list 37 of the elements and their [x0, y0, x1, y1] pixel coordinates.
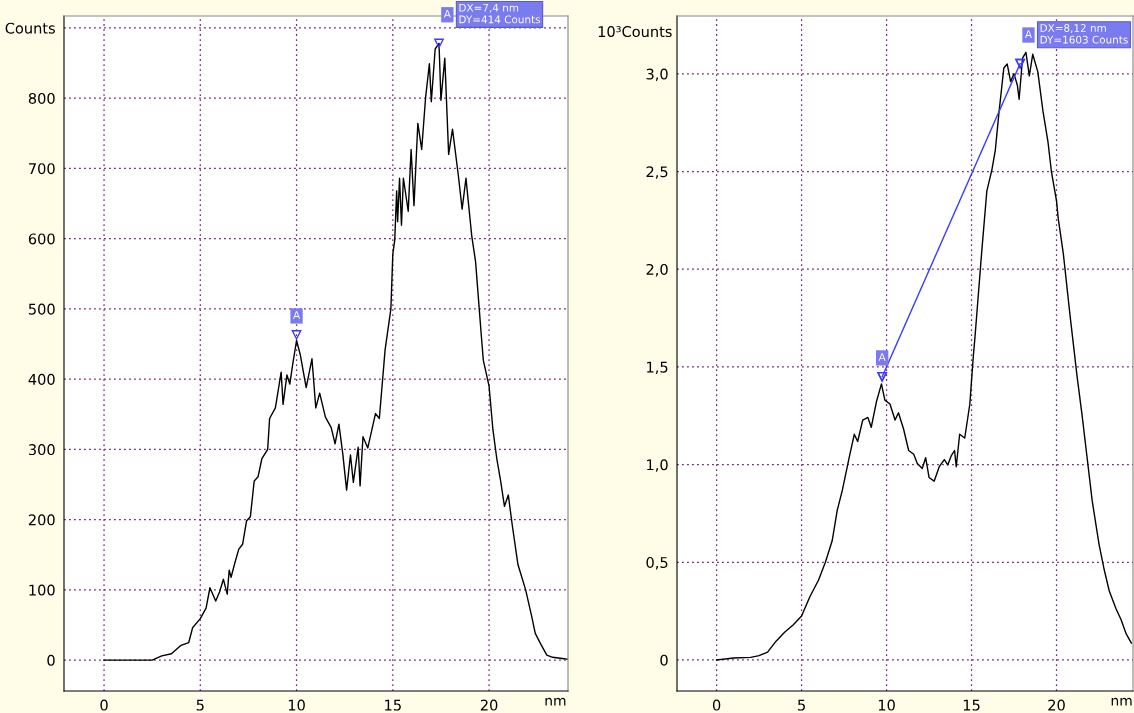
- y-tick-label: 0: [47, 654, 55, 666]
- y-tick-label: 3,0: [646, 68, 668, 82]
- y-tick-label: 1,5: [647, 361, 668, 375]
- x-tick-label: 5: [798, 699, 805, 711]
- annotation: A: [878, 353, 886, 361]
- line-series: [715, 51, 1132, 661]
- annotation: DX=8,12 nm DY=1603 Counts: [1040, 24, 1128, 44]
- x-tick-label: 15: [385, 699, 401, 711]
- y-tick-label: 700: [29, 163, 55, 175]
- x-tick-label: 0: [712, 699, 721, 711]
- y-axis-title: 10³Counts: [598, 26, 672, 38]
- x-tick-label: 10: [288, 699, 305, 711]
- y-tick-label: 200: [28, 514, 55, 526]
- y-tick-label: 400: [28, 373, 55, 385]
- x-axis-title: nm: [545, 697, 566, 706]
- y-tick-label: 800: [28, 92, 55, 104]
- x-tick-label: 20: [480, 699, 498, 711]
- y-tick-label: 100: [29, 584, 55, 596]
- x-tick-label: 20: [1048, 699, 1065, 711]
- x-tick-label: 10: [878, 699, 895, 711]
- y-tick-label: 1,0: [647, 459, 668, 472]
- y-tick-label: 500: [28, 303, 55, 315]
- y-tick-label: 300: [28, 444, 55, 456]
- annotation: DX=7,4 nm DY=414 Counts: [459, 3, 541, 24]
- x-tick-label: 5: [196, 699, 204, 711]
- x-axis-title: nm: [1111, 697, 1132, 706]
- y-tick-label: 600: [28, 233, 55, 245]
- y-tick-label: 0,5: [646, 556, 668, 570]
- y-tick-label: 2,0: [646, 263, 668, 277]
- y-tick-label: 2,5: [646, 166, 668, 179]
- x-tick-label: 15: [963, 699, 980, 711]
- y-tick-label: Counts: [5, 22, 55, 34]
- annotation: A: [1025, 30, 1032, 38]
- x-tick-label: 0: [100, 699, 108, 711]
- y-tick-label: 0: [660, 654, 668, 666]
- annotation: A: [443, 10, 451, 18]
- annotation: A: [293, 311, 301, 319]
